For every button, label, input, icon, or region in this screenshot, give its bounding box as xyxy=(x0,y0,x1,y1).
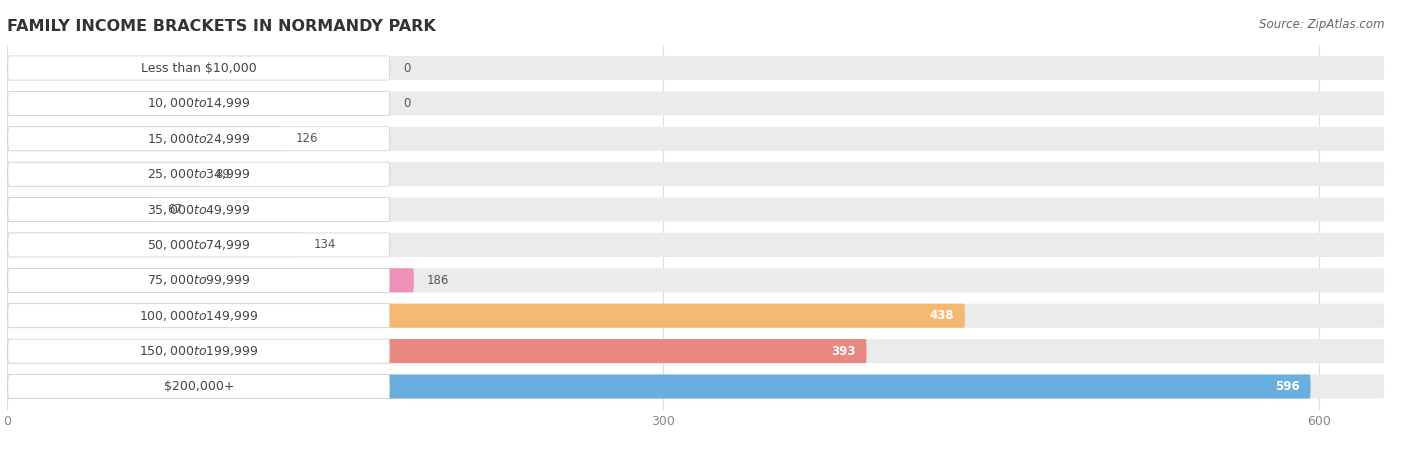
FancyBboxPatch shape xyxy=(8,339,866,363)
Text: $150,000 to $199,999: $150,000 to $199,999 xyxy=(139,344,259,358)
FancyBboxPatch shape xyxy=(8,339,1384,363)
FancyBboxPatch shape xyxy=(8,339,389,363)
Text: $10,000 to $14,999: $10,000 to $14,999 xyxy=(148,96,250,110)
FancyBboxPatch shape xyxy=(8,162,1384,186)
Text: 596: 596 xyxy=(1275,380,1299,393)
FancyBboxPatch shape xyxy=(8,56,389,80)
Text: $75,000 to $99,999: $75,000 to $99,999 xyxy=(148,273,250,288)
Text: $25,000 to $34,999: $25,000 to $34,999 xyxy=(148,167,250,181)
FancyBboxPatch shape xyxy=(8,304,389,328)
FancyBboxPatch shape xyxy=(8,198,1384,221)
Text: 0: 0 xyxy=(404,62,411,75)
FancyBboxPatch shape xyxy=(8,233,389,257)
FancyBboxPatch shape xyxy=(8,198,389,221)
FancyBboxPatch shape xyxy=(8,162,201,186)
FancyBboxPatch shape xyxy=(8,127,1384,151)
FancyBboxPatch shape xyxy=(8,56,1384,80)
FancyBboxPatch shape xyxy=(8,198,153,221)
FancyBboxPatch shape xyxy=(8,91,1384,115)
Text: $35,000 to $49,999: $35,000 to $49,999 xyxy=(148,202,250,216)
FancyBboxPatch shape xyxy=(8,304,965,328)
FancyBboxPatch shape xyxy=(8,268,413,292)
FancyBboxPatch shape xyxy=(8,233,299,257)
Text: 89: 89 xyxy=(215,168,229,180)
FancyBboxPatch shape xyxy=(8,91,389,115)
Text: Less than $10,000: Less than $10,000 xyxy=(141,62,257,75)
FancyBboxPatch shape xyxy=(8,127,389,151)
FancyBboxPatch shape xyxy=(8,268,1384,292)
Text: 126: 126 xyxy=(295,132,318,145)
Text: 67: 67 xyxy=(167,203,181,216)
FancyBboxPatch shape xyxy=(8,268,389,292)
Text: FAMILY INCOME BRACKETS IN NORMANDY PARK: FAMILY INCOME BRACKETS IN NORMANDY PARK xyxy=(7,19,436,34)
FancyBboxPatch shape xyxy=(8,233,1384,257)
Text: $15,000 to $24,999: $15,000 to $24,999 xyxy=(148,132,250,146)
Text: 393: 393 xyxy=(831,345,856,358)
FancyBboxPatch shape xyxy=(8,162,389,186)
FancyBboxPatch shape xyxy=(8,127,283,151)
Text: $50,000 to $74,999: $50,000 to $74,999 xyxy=(148,238,250,252)
Text: 134: 134 xyxy=(314,238,336,252)
Text: Source: ZipAtlas.com: Source: ZipAtlas.com xyxy=(1260,18,1385,31)
FancyBboxPatch shape xyxy=(8,374,1384,399)
FancyBboxPatch shape xyxy=(8,304,1384,328)
Text: $100,000 to $149,999: $100,000 to $149,999 xyxy=(139,309,259,323)
Text: 0: 0 xyxy=(404,97,411,110)
Text: 186: 186 xyxy=(427,274,450,287)
Text: 438: 438 xyxy=(929,309,955,322)
FancyBboxPatch shape xyxy=(8,374,1310,399)
FancyBboxPatch shape xyxy=(8,374,389,399)
Text: $200,000+: $200,000+ xyxy=(163,380,233,393)
